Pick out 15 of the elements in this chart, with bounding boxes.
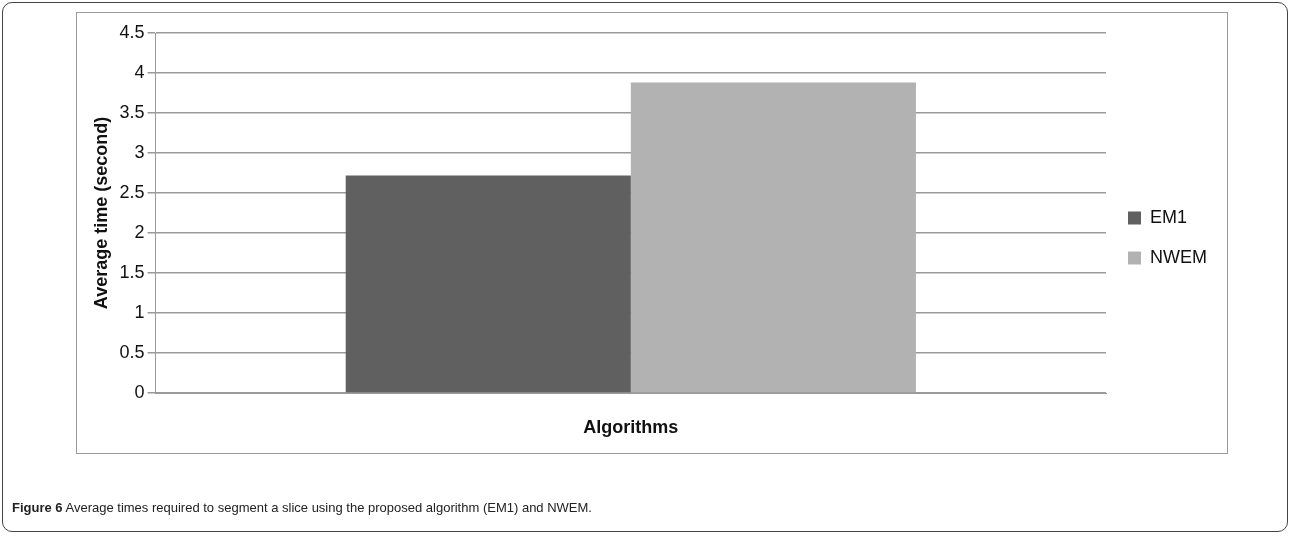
y-tick-label: 4.5 — [119, 21, 145, 42]
y-tick-label: 1 — [134, 301, 145, 322]
y-tick-label: 4 — [134, 61, 145, 82]
y-axis-title: Average time (second) — [90, 116, 111, 310]
legend-label: EM1 — [1150, 206, 1188, 227]
y-tick-label: 0 — [134, 381, 145, 402]
y-tick-label: 0.5 — [119, 341, 145, 362]
x-axis-title: Algorithms — [583, 417, 679, 438]
legend-label: NWEM — [1150, 246, 1208, 267]
caption: Figure 6 Average times required to segment a slice using the proposed algorithm (EM1) and NWEM. — [12, 500, 592, 515]
y-tick-label: 1.5 — [119, 261, 145, 282]
y-tick-label: 3.5 — [119, 101, 145, 122]
y-tick-label: 2 — [134, 221, 145, 242]
y-tick-label: 2.5 — [119, 181, 145, 202]
y-tick-label: 3 — [134, 141, 145, 162]
